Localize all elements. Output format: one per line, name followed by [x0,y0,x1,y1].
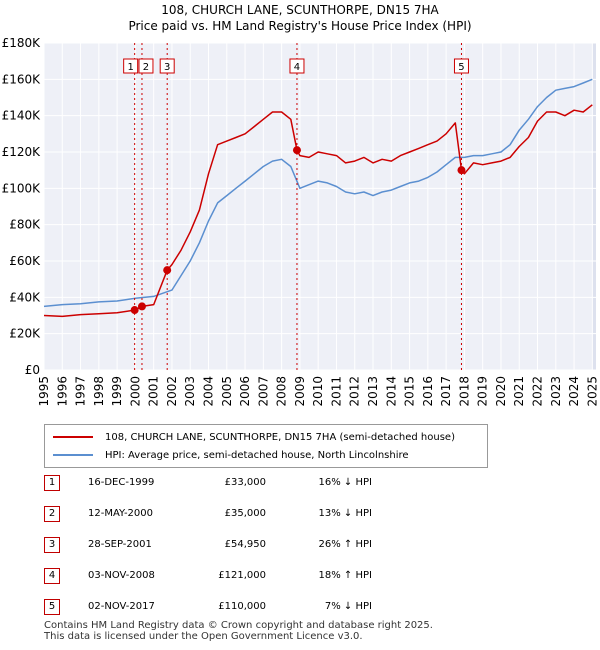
series-line [43,104,593,318]
y-tick-label: £140K [2,109,42,123]
legend-hpi-label: HPI: Average price, semi-detached house,… [105,449,409,461]
sale-point [137,302,146,311]
x-tick-label: 2012 [348,376,362,407]
sale-point [163,266,172,275]
footer-copyright: Contains HM Land Registry data © Crown c… [44,620,433,631]
property-line-swatch [53,436,93,438]
series-line [43,78,593,308]
x-tick-label: 2024 [567,376,581,407]
table-row: 1 16-DEC-1999 £33,000 16% ↓ HPI [44,474,444,494]
x-tick-label: 2002 [165,376,179,407]
x-tick-label: 2001 [147,376,161,407]
x-tick-label: 2023 [549,376,563,407]
sale-hpi-diff: 16% ↓ HPI [318,477,372,488]
sale-date: 28-SEP-2001 [88,539,152,550]
x-tick-label: 2018 [457,376,471,407]
y-tick-label: £20K [9,327,41,341]
legend-property-label: 108, CHURCH LANE, SCUNTHORPE, DN15 7HA (… [105,431,455,443]
sale-hpi-diff: 18% ↑ HPI [318,570,372,581]
x-tick-label: 1996 [55,376,69,407]
x-tick-label: 2021 [512,376,526,407]
sale-date: 02-NOV-2017 [88,601,155,612]
legend-item-hpi: HPI: Average price, semi-detached house,… [53,447,409,463]
footer-license: This data is licensed under the Open Gov… [44,631,363,642]
x-tick-label: 1999 [110,376,124,407]
sale-hpi-diff: 26% ↑ HPI [318,539,372,550]
sale-price: £110,000 [218,601,266,612]
sale-label: 5 [458,62,464,73]
sale-label-box [159,58,175,74]
legend: 108, CHURCH LANE, SCUNTHORPE, DN15 7HA (… [44,424,488,468]
sale-label-box [453,58,469,74]
x-tick-label: 1998 [92,376,106,407]
y-tick-label: £100K [2,181,42,195]
legend-item-property: 108, CHURCH LANE, SCUNTHORPE, DN15 7HA (… [53,429,455,445]
x-tick-label: 2019 [476,376,490,407]
x-tick-label: 2008 [275,376,289,407]
footer-notice: Contains HM Land Registry data © Crown c… [44,620,433,642]
sale-label: 3 [164,62,170,73]
x-tick-label: 2007 [256,376,270,407]
x-tick-label: 2003 [183,376,197,407]
chart-title: 108, CHURCH LANE, SCUNTHORPE, DN15 7HA [161,3,439,17]
price-chart: 108, CHURCH LANE, SCUNTHORPE, DN15 7HA P… [2,3,600,407]
sale-label: 4 [294,62,300,73]
x-tick-label: 2013 [366,376,380,407]
x-tick-label: 2014 [384,376,398,407]
sale-point [457,166,466,175]
x-tick-label: 2004 [202,376,216,407]
sale-label-box [123,58,139,74]
x-tick-label: 2025 [585,376,599,407]
sale-point [292,146,301,155]
sale-hpi-diff: 13% ↓ HPI [318,508,372,519]
x-tick-label: 2009 [293,376,307,407]
y-tick-label: £40K [9,290,41,304]
plot-area [44,43,596,370]
sale-price: £121,000 [218,570,266,581]
sale-price: £35,000 [224,508,266,519]
y-tick-label: £60K [9,254,41,268]
table-row: 5 02-NOV-2017 £110,000 7% ↓ HPI [44,598,444,618]
y-tick-label: £180K [2,36,42,50]
sale-number-badge: 5 [44,599,60,615]
sale-number-badge: 1 [44,475,60,491]
table-row: 3 28-SEP-2001 £54,950 26% ↑ HPI [44,536,444,556]
sale-date: 03-NOV-2008 [88,570,155,581]
sale-label-box [289,58,305,74]
sale-number-badge: 3 [44,537,60,553]
x-tick-label: 2006 [238,376,252,407]
x-tick-label: 2000 [128,376,142,407]
x-tick-label: 2022 [531,376,545,407]
sale-price: £33,000 [224,477,266,488]
sale-number-badge: 2 [44,506,60,522]
sale-label-box [138,58,154,74]
y-tick-label: £0 [25,363,40,377]
sale-price: £54,950 [224,539,266,550]
sale-date: 12-MAY-2000 [88,508,154,519]
x-tick-label: 2010 [311,376,325,407]
table-row: 2 12-MAY-2000 £35,000 13% ↓ HPI [44,505,444,525]
y-tick-label: £80K [9,218,41,232]
x-tick-label: 2005 [220,376,234,407]
x-tick-label: 2020 [494,376,508,407]
hpi-line-swatch [53,454,93,456]
x-tick-label: 2011 [329,376,343,407]
x-tick-label: 2017 [439,376,453,407]
y-tick-label: £160K [2,72,42,86]
x-tick-label: 1997 [74,376,88,407]
x-tick-label: 2015 [403,376,417,407]
future-shade [592,43,596,370]
sale-point [130,306,139,315]
sale-date: 16-DEC-1999 [88,477,155,488]
chart-subtitle: Price paid vs. HM Land Registry's House … [128,19,471,33]
y-tick-label: £120K [2,145,42,159]
sale-hpi-diff: 7% ↓ HPI [324,601,372,612]
x-tick-label: 1995 [37,376,51,407]
sale-label: 1 [127,62,133,73]
x-tick-label: 2016 [421,376,435,407]
sale-number-badge: 4 [44,568,60,584]
sale-label: 2 [143,62,149,73]
table-row: 4 03-NOV-2008 £121,000 18% ↑ HPI [44,567,444,587]
